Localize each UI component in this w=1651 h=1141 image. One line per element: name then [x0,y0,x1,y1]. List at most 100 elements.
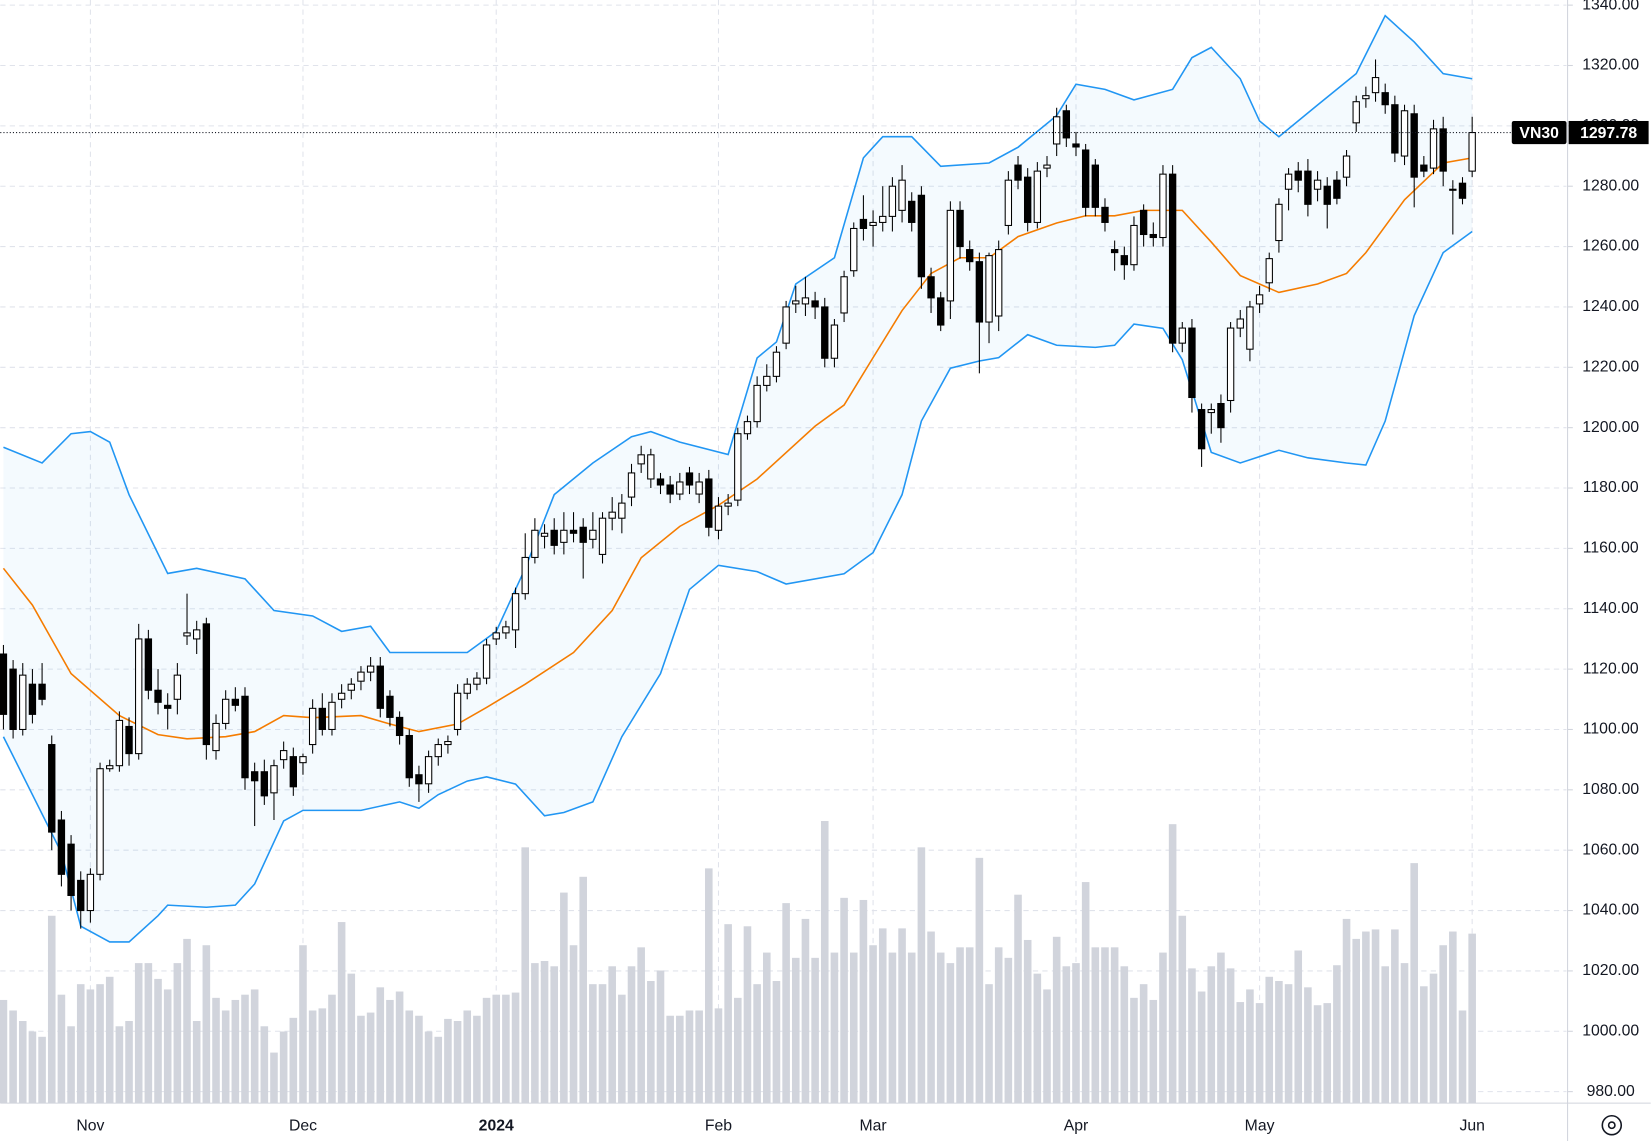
volume-bar [250,989,259,1104]
candle-body [1178,327,1186,344]
candle-body [859,218,868,229]
candle-body [975,261,984,323]
candle-body [270,765,278,794]
candle-body [840,276,848,314]
candle-body [144,638,153,691]
candle-body [1255,294,1264,305]
volume-bar [492,994,501,1104]
candle-body [86,873,95,912]
candle-body [1101,206,1109,223]
candle-body [1043,164,1051,169]
candle-body [0,653,8,715]
volume-bar [685,1010,694,1104]
candle-body [685,472,694,486]
candle-body [772,351,781,377]
candle-body [1149,233,1157,239]
volume-bar [1110,947,1119,1104]
volume-bar [173,963,182,1104]
volume-bar [444,1018,452,1104]
volume-bar [1004,957,1013,1104]
volume-bar [1352,938,1361,1104]
volume-bar [1207,966,1216,1104]
volume-bar [550,966,558,1104]
candle-body [821,306,829,359]
volume-bar [337,922,346,1104]
x-tick-label: May [1245,1117,1275,1134]
volume-bar [743,926,752,1104]
volume-bar [1449,931,1457,1104]
volume-bar [18,1021,27,1104]
candle-body [328,701,336,730]
volume-bar [1159,952,1167,1104]
volume-bar [366,1012,375,1104]
volume-bar [1304,987,1312,1104]
volume-bar [705,868,713,1104]
x-tick-label: 2024 [479,1117,514,1134]
symbol-label: VN30 [1519,125,1559,142]
volume-bar [869,945,877,1104]
settings-icon[interactable] [1601,1114,1623,1136]
volume-bar [608,966,616,1104]
volume-bar [163,989,172,1104]
candle-body [714,505,723,531]
volume-bar [1246,989,1254,1104]
volume-bar [898,928,906,1104]
volume-bar [1033,973,1042,1104]
volume-bar [1333,965,1341,1104]
volume-bar [782,903,790,1104]
volume-bar [540,961,549,1104]
candle-body [956,209,964,248]
candle-body [511,593,520,631]
volume-bar [386,999,394,1104]
volume-bar [801,918,810,1104]
candle-body [183,632,191,637]
candle-body [705,478,713,528]
volume-bar [811,957,819,1104]
candle-body [463,683,471,694]
candle-body [1275,203,1283,242]
candle-body [569,529,578,534]
candle-body [1197,409,1206,450]
volume-bar [241,994,249,1104]
volume-bar [753,984,761,1104]
volume-bar [791,957,800,1104]
candle-body [28,683,37,715]
volume-bar [1101,947,1109,1104]
y-tick-label: 1320.00 [1582,57,1639,74]
volume-bar [328,994,336,1104]
volume-bar [666,1015,674,1104]
candle-body [1304,170,1312,205]
candle-body [1120,255,1128,266]
candle-body [618,502,626,519]
volume-bar [231,999,240,1104]
volume-bar [975,857,984,1104]
volume-bar [1342,918,1351,1104]
y-tick-label: 1060.00 [1582,841,1639,858]
volume-bar [1255,1003,1264,1104]
volume-bar [888,952,897,1104]
x-tick-label: Apr [1064,1117,1089,1134]
settings-button[interactable] [1601,1114,1623,1136]
candle-body [1081,149,1090,208]
band-line [3,14,1473,654]
y-tick-label: 1240.00 [1582,298,1639,315]
candles [0,59,1476,929]
volume-bar [598,984,607,1104]
volume-bar [125,1021,133,1104]
candle-body [473,677,481,685]
candle-body [395,716,404,737]
candle-body [1371,77,1380,94]
volume-bar [260,1026,269,1104]
candle-body [337,692,346,700]
candle-body [1188,327,1196,399]
candle-body [1207,409,1215,414]
candle-body [830,324,839,359]
volume-bar [289,1017,298,1104]
volume-bar [1197,991,1206,1104]
volume-bar [734,997,742,1104]
volume-bar [115,1026,124,1104]
volume-bar [105,976,114,1104]
x-tick-label: Jun [1459,1117,1484,1134]
volume-bar [221,1010,230,1104]
volume-bar [1072,963,1080,1104]
